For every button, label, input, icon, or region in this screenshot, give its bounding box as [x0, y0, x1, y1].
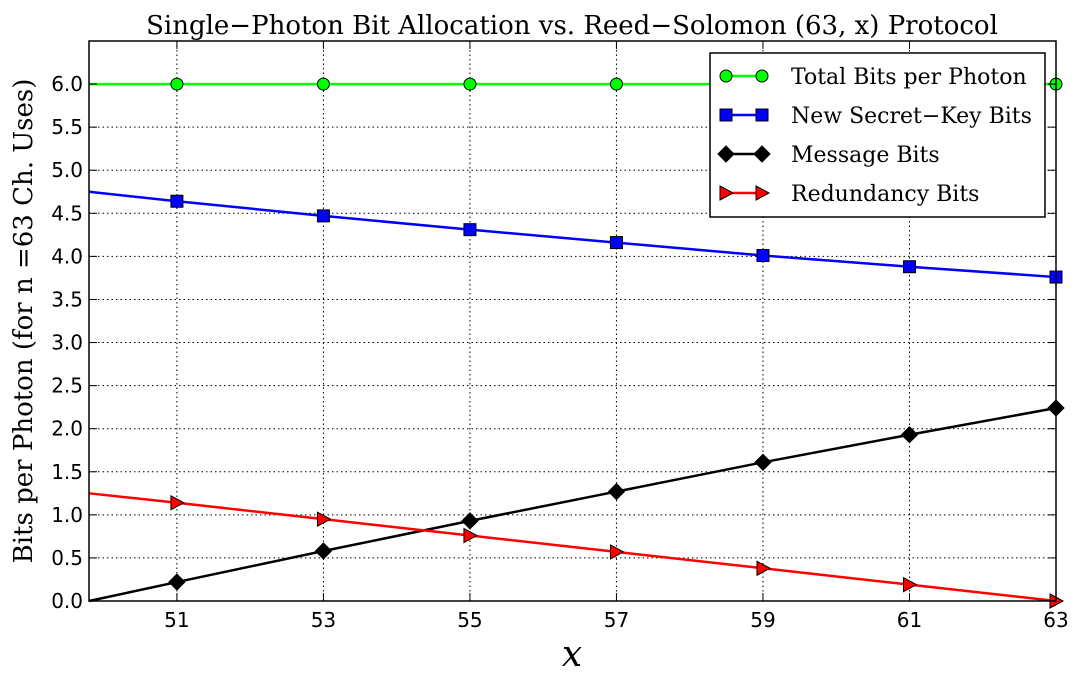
- data-point-redundancy-bits: [902, 576, 918, 593]
- data-point-total-bits-per-photon: [463, 77, 477, 91]
- data-point-new-secret-key-bits: [902, 260, 916, 274]
- y-tick-label: 0.0: [51, 589, 83, 613]
- y-tick-label: 5.5: [51, 115, 83, 139]
- series-line-message-bits: [88, 406, 1057, 603]
- legend-label-message-bits: Message Bits: [791, 143, 940, 168]
- data-point-total-bits-per-photon: [316, 77, 330, 91]
- data-point-redundancy-bits: [170, 494, 185, 511]
- y-tick-label: 2.5: [51, 374, 83, 398]
- data-point-new-secret-key-bits: [463, 223, 477, 237]
- series-line-new-secret-key-bits: [88, 190, 1057, 279]
- data-point-message-bits: [461, 512, 479, 530]
- y-tick-label: 3.5: [51, 287, 83, 311]
- y-tick-label: 4.0: [51, 244, 83, 268]
- y-tick-label: 3.0: [51, 331, 83, 355]
- x-tick-label: 61: [897, 608, 922, 632]
- legend-marker-new-secret-key-bits: [719, 108, 733, 122]
- y-tick-label: 4.5: [51, 201, 83, 225]
- y-tick-label: 6.0: [51, 72, 83, 96]
- data-point-new-secret-key-bits: [316, 209, 330, 223]
- legend: Total Bits per Photon New Secret−Key Bits…: [709, 52, 1046, 218]
- legend-label-total-bits-per-photon: Total Bits per Photon: [791, 65, 1027, 90]
- y-axis-label: Bits per Photon (for n =63 Ch. Uses): [9, 79, 39, 564]
- chart-title: Single−Photon Bit Allocation vs. Reed−So…: [146, 11, 998, 41]
- x-tick-label: 63: [1043, 608, 1068, 632]
- y-tick-label: 1.0: [51, 503, 83, 527]
- legend-marker-total-bits-per-photon: [719, 69, 733, 83]
- legend-marker-redundancy-bits: [755, 185, 771, 201]
- plot-frame: [88, 40, 1057, 602]
- x-tick-label: 59: [750, 608, 775, 632]
- data-point-new-secret-key-bits: [170, 194, 184, 208]
- legend-marker-message-bits: [717, 145, 735, 163]
- data-point-redundancy-bits: [609, 544, 625, 560]
- legend-marker-redundancy-bits: [719, 185, 735, 201]
- x-tick-label: 51: [164, 608, 189, 632]
- legend-marker-message-bits: [753, 145, 771, 163]
- data-point-message-bits: [754, 453, 772, 471]
- data-point-new-secret-key-bits: [756, 249, 770, 263]
- y-tick-label: 5.0: [51, 158, 83, 182]
- legend-marker-new-secret-key-bits: [755, 108, 769, 122]
- x-tick-label: 53: [311, 608, 336, 632]
- data-point-new-secret-key-bits: [609, 236, 623, 250]
- data-point-message-bits: [314, 542, 333, 560]
- data-point-redundancy-bits: [316, 511, 332, 527]
- data-point-total-bits-per-photon: [609, 77, 623, 91]
- legend-label-new-secret-key-bits: New Secret−Key Bits: [791, 104, 1032, 129]
- y-tick-label: 2.0: [51, 417, 83, 441]
- y-tick-label: 1.5: [51, 460, 83, 484]
- legend-marker-total-bits-per-photon: [755, 69, 769, 83]
- x-tick-label: 57: [604, 608, 629, 632]
- data-point-message-bits: [900, 426, 919, 444]
- series-line-redundancy-bits: [88, 492, 1057, 603]
- ticks: 51 53 55 57 59 61 63 0.0 0.5 1.0 1.5 2.0 2.5 3.0 3.5 4.…: [51, 41, 1069, 632]
- data-point-redundancy-bits: [756, 560, 772, 577]
- data-point-message-bits: [168, 573, 186, 591]
- x-axis-label: x: [562, 634, 582, 675]
- legend-label-redundancy-bits: Redundancy Bits: [791, 182, 979, 207]
- x-tick-label: 55: [457, 608, 482, 632]
- data-point-total-bits-per-photon: [170, 77, 184, 91]
- y-tick-label: 0.5: [51, 546, 83, 570]
- data-point-redundancy-bits: [463, 527, 478, 544]
- data-point-message-bits: [607, 482, 626, 501]
